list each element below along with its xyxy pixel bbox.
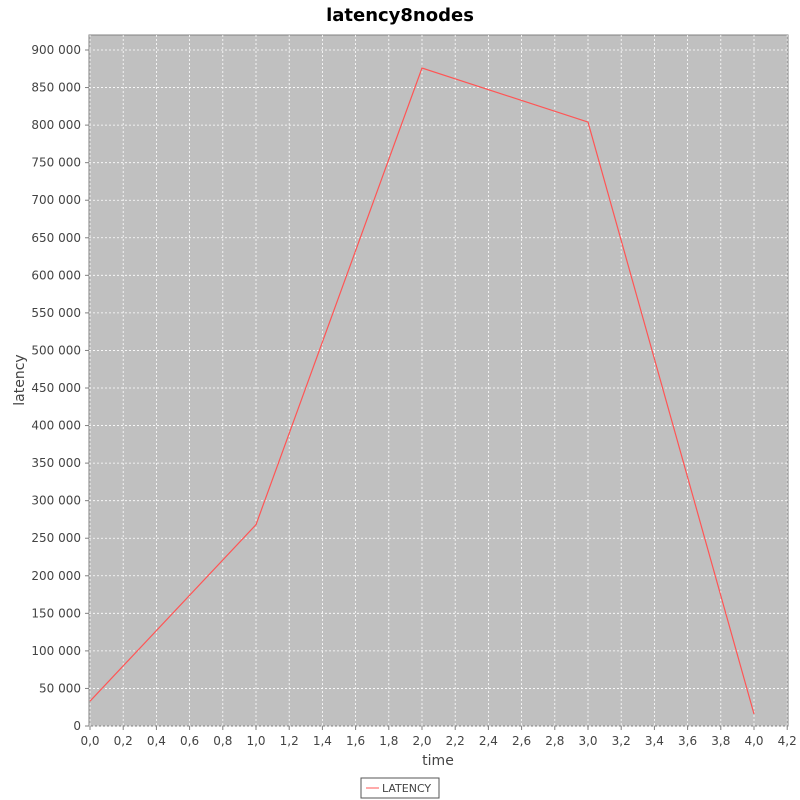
x-tick-label: 1,2 <box>280 734 299 748</box>
y-tick-label: 100 000 <box>31 644 81 658</box>
y-tick-label: 150 000 <box>31 606 81 620</box>
y-tick-label: 700 000 <box>31 193 81 207</box>
x-tick-label: 2,6 <box>512 734 531 748</box>
x-tick-label: 4,0 <box>744 734 763 748</box>
y-tick-label: 400 000 <box>31 419 81 433</box>
x-tick-label: 3,4 <box>645 734 664 748</box>
y-tick-label: 300 000 <box>31 494 81 508</box>
x-tick-label: 3,6 <box>678 734 697 748</box>
x-tick-label: 0,0 <box>80 734 99 748</box>
x-tick-label: 4,2 <box>778 734 797 748</box>
y-tick-label: 450 000 <box>31 381 81 395</box>
x-tick-label: 1,0 <box>246 734 265 748</box>
x-tick-label: 0,8 <box>213 734 232 748</box>
x-tick-label: 3,2 <box>612 734 631 748</box>
x-tick-label: 1,8 <box>379 734 398 748</box>
x-tick-label: 2,0 <box>412 734 431 748</box>
x-tick-label: 3,0 <box>578 734 597 748</box>
y-axis: 0 50 000 100 000 150 000 200 000 250 000 300 0… <box>31 43 89 733</box>
y-tick-label: 900 000 <box>31 43 81 57</box>
y-tick-label: 350 000 <box>31 456 81 470</box>
y-tick-label: 600 000 <box>31 268 81 282</box>
x-axis-label: time <box>422 753 454 769</box>
y-tick-label: 50 000 <box>39 681 81 695</box>
y-tick-label: 750 000 <box>31 156 81 170</box>
grid-lines <box>89 35 788 727</box>
legend-label: LATENCY <box>382 782 431 795</box>
x-tick-label: 0,4 <box>147 734 166 748</box>
legend-box <box>360 777 440 799</box>
x-tick-label: 2,2 <box>446 734 465 748</box>
series-line-latency <box>89 67 755 715</box>
x-tick-label: 0,2 <box>114 734 133 748</box>
legend: LATENCY <box>360 777 440 799</box>
x-tick-label: 2,8 <box>545 734 564 748</box>
y-tick-label: 800 000 <box>31 118 81 132</box>
series-layer <box>89 67 755 715</box>
plot-area <box>88 34 789 727</box>
y-tick-label: 500 000 <box>31 343 81 357</box>
x-axis: 0,0 0,2 0,4 0,6 0,8 1,0 1,2 1,4 1,6 1,8 2,0 2,2 2,4 2… <box>80 726 797 748</box>
x-tick-label: 3,8 <box>711 734 730 748</box>
y-tick-label: 250 000 <box>31 531 81 545</box>
y-axis-label: latency <box>12 354 28 405</box>
x-tick-label: 0,6 <box>180 734 199 748</box>
y-tick-label: 550 000 <box>31 306 81 320</box>
x-tick-label: 2,4 <box>479 734 498 748</box>
y-tick-label: 650 000 <box>31 231 81 245</box>
x-tick-label: 1,6 <box>346 734 365 748</box>
chart-title: latency8nodes <box>326 5 474 26</box>
x-tick-label: 1,4 <box>313 734 332 748</box>
y-tick-label: 0 <box>73 719 81 733</box>
y-tick-label: 850 000 <box>31 81 81 95</box>
y-tick-label: 200 000 <box>31 569 81 583</box>
